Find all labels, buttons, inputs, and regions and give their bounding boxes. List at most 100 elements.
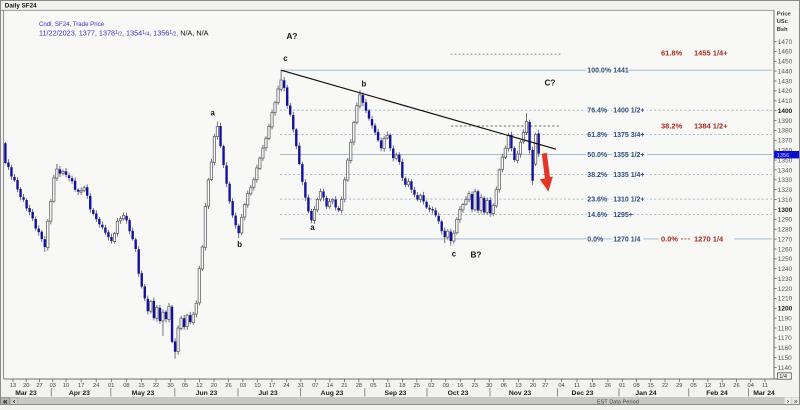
svg-text:1180: 1180 [778, 325, 792, 332]
svg-text:Feb 24: Feb 24 [706, 390, 728, 397]
svg-text:15: 15 [648, 383, 654, 389]
svg-text:29: 29 [676, 383, 682, 389]
svg-text:28: 28 [356, 383, 362, 389]
svg-text:11: 11 [574, 383, 580, 389]
svg-text:1340: 1340 [778, 167, 793, 174]
svg-text:15: 15 [138, 383, 144, 389]
svg-text:21: 21 [341, 383, 347, 389]
svg-text:17: 17 [78, 383, 84, 389]
svg-text:Aug 23: Aug 23 [321, 390, 344, 397]
svg-text:1290: 1290 [778, 217, 793, 224]
svg-text:May 23: May 23 [132, 390, 155, 397]
svg-text:1375 3/4+: 1375 3/4+ [613, 132, 644, 139]
svg-text:1310: 1310 [778, 197, 793, 204]
svg-text:1/4: 1/4 [779, 374, 787, 380]
svg-text:1400 1/2+: 1400 1/2+ [613, 108, 644, 115]
svg-text:›: › [787, 397, 790, 405]
svg-text:30: 30 [486, 383, 492, 389]
svg-text:1400: 1400 [778, 108, 793, 115]
svg-text:1230: 1230 [778, 276, 793, 283]
svg-text:13: 13 [10, 383, 16, 389]
svg-text:Dec 23: Dec 23 [572, 390, 594, 397]
svg-text:1260: 1260 [778, 246, 793, 253]
svg-text:1140: 1140 [778, 365, 792, 372]
svg-text:26: 26 [733, 383, 739, 389]
svg-text:08: 08 [123, 383, 129, 389]
svg-text:1270 1/4: 1270 1/4 [694, 234, 724, 243]
svg-text:10: 10 [63, 383, 69, 389]
svg-text:1455 1/4+: 1455 1/4+ [694, 49, 728, 58]
svg-text:Jan 24: Jan 24 [635, 390, 656, 397]
svg-text:1440: 1440 [778, 68, 793, 75]
svg-text:06: 06 [501, 383, 507, 389]
svg-text:Nov 23: Nov 23 [509, 390, 532, 397]
svg-text:1270 1/4: 1270 1/4 [613, 236, 640, 243]
svg-text:Sep 23: Sep 23 [385, 390, 407, 397]
svg-text:23.6%: 23.6% [587, 197, 608, 204]
svg-text:1350: 1350 [778, 157, 793, 164]
svg-text:Apr 23: Apr 23 [69, 390, 90, 397]
svg-text:a: a [310, 223, 315, 232]
svg-text:12: 12 [705, 383, 711, 389]
svg-text:61.8%: 61.8% [587, 132, 608, 139]
svg-text:24: 24 [283, 383, 289, 389]
svg-text:10: 10 [254, 383, 260, 389]
svg-text:1370: 1370 [778, 138, 793, 145]
svg-text:20: 20 [211, 383, 217, 389]
svg-text:1320: 1320 [778, 187, 793, 194]
svg-text:11: 11 [762, 383, 768, 389]
svg-text:1430: 1430 [778, 78, 793, 85]
svg-text:1210: 1210 [778, 296, 793, 303]
svg-text:1160: 1160 [778, 345, 792, 352]
svg-text:27: 27 [542, 383, 548, 389]
svg-text:14: 14 [327, 383, 333, 389]
svg-text:76.4%: 76.4% [587, 108, 608, 115]
svg-text:1441: 1441 [613, 68, 629, 75]
svg-text:«: « [3, 397, 8, 405]
svg-text:1150: 1150 [778, 355, 792, 362]
svg-text:02: 02 [428, 383, 434, 389]
svg-text:1356: 1356 [777, 153, 789, 159]
svg-text:22: 22 [153, 383, 159, 389]
svg-text:1295+: 1295+ [613, 212, 633, 219]
svg-text:22: 22 [662, 383, 668, 389]
svg-text:09: 09 [443, 383, 449, 389]
svg-text:13: 13 [515, 383, 521, 389]
svg-text:12: 12 [196, 383, 202, 389]
svg-text:b: b [237, 240, 242, 249]
svg-text:1410: 1410 [778, 98, 793, 105]
svg-text:b: b [362, 80, 367, 89]
svg-text:14.6%: 14.6% [587, 212, 608, 219]
svg-text:EST Data Period: EST Data Period [597, 399, 639, 405]
svg-text:1270: 1270 [778, 236, 793, 243]
svg-text:20: 20 [23, 383, 29, 389]
svg-text:B?: B? [471, 250, 482, 259]
svg-text:0.0%: 0.0% [661, 234, 678, 243]
svg-text:61.8%: 61.8% [661, 49, 683, 58]
svg-text:1200: 1200 [778, 306, 793, 313]
svg-text:1170: 1170 [778, 335, 792, 342]
svg-text:Mar 24: Mar 24 [753, 390, 775, 397]
svg-text:Jun 23: Jun 23 [196, 390, 218, 397]
svg-text:1420: 1420 [778, 88, 793, 95]
svg-text:25: 25 [414, 383, 420, 389]
svg-text:17: 17 [269, 383, 275, 389]
svg-text:08: 08 [633, 383, 639, 389]
svg-text:24: 24 [93, 383, 99, 389]
svg-text:Price: Price [777, 11, 791, 17]
svg-text:1380: 1380 [778, 128, 793, 135]
svg-text:04: 04 [558, 383, 564, 389]
svg-text:03: 03 [240, 383, 246, 389]
svg-text:38.2%: 38.2% [661, 121, 683, 130]
svg-text:1355 1/2+: 1355 1/2+ [613, 152, 644, 159]
svg-text:A?: A? [287, 32, 298, 41]
svg-text:Bsh: Bsh [777, 27, 788, 33]
svg-text:05: 05 [182, 383, 188, 389]
svg-text:50.0%: 50.0% [587, 152, 608, 159]
svg-text:07: 07 [312, 383, 318, 389]
svg-text:0.0%: 0.0% [587, 236, 604, 243]
svg-text:Oct 23: Oct 23 [448, 390, 469, 397]
svg-text:11/22/2023, 1377, 13781/2, 135: 11/22/2023, 1377, 13781/2, 13541/4, 1356… [39, 28, 209, 37]
svg-text:1330: 1330 [778, 177, 793, 184]
svg-text:26: 26 [225, 383, 231, 389]
